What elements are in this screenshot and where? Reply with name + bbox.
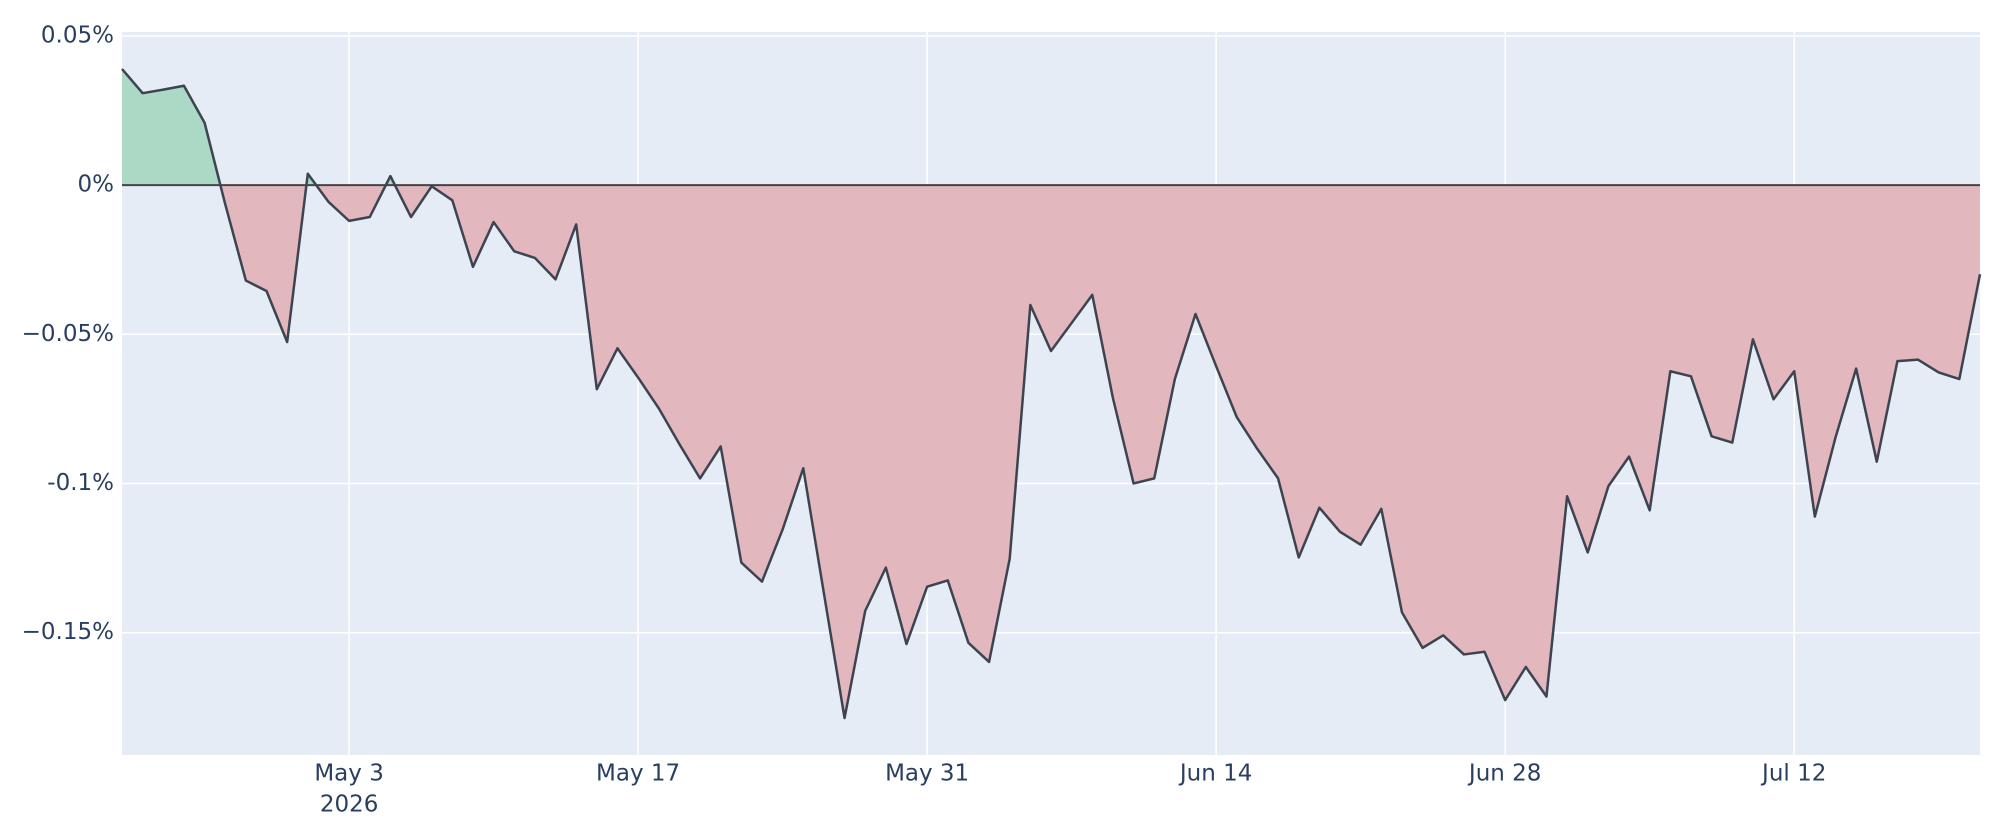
- x-tick-label: May 31: [885, 761, 969, 787]
- y-tick-label: 0%: [78, 172, 115, 198]
- area-negative: [220, 185, 1980, 718]
- y-tick-label: 0.05%: [41, 22, 114, 48]
- x-tick-label: Jun 28: [1467, 761, 1542, 787]
- y-tick-label: -0.1%: [47, 470, 114, 496]
- plot-background: [122, 32, 1980, 755]
- x-tick-label: Jun 14: [1178, 761, 1253, 787]
- x-tick-label: Jul 12: [1760, 761, 1826, 787]
- x-tick-label: May 17: [596, 761, 680, 787]
- y-tick-label: −0.05%: [22, 321, 114, 347]
- x-tick-year: 2026: [320, 792, 379, 818]
- line: [121, 68, 1982, 720]
- y-tick-label: −0.15%: [22, 619, 114, 645]
- x-tick-label: May 3: [314, 761, 384, 787]
